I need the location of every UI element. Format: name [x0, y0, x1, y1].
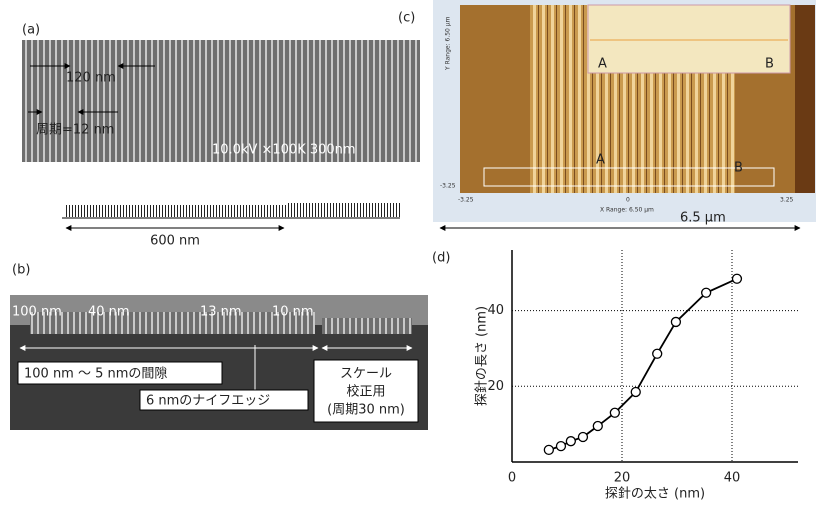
data-point — [565, 436, 576, 447]
afm-image — [460, 5, 530, 193]
inset-b: B — [765, 57, 774, 72]
data-point — [701, 287, 712, 298]
data-point — [731, 273, 743, 284]
period-label: 周期=12 nm — [36, 123, 114, 138]
inset-a: A — [598, 57, 607, 72]
marker-a: A — [596, 153, 605, 168]
data-point — [577, 431, 589, 443]
label-box — [17, 361, 223, 385]
y-axis-label: 探針の長さ (nm) — [475, 306, 490, 406]
scale-line: (周期30 nm) — [327, 403, 405, 418]
label-box — [139, 389, 309, 411]
data-point — [555, 440, 567, 452]
x-tick-label: 40 — [724, 471, 741, 486]
scan-box — [483, 167, 775, 187]
gap-range: 100 nm ～ 5 nmの間隙 — [24, 367, 167, 382]
data-point — [543, 444, 554, 456]
marker-b: B — [734, 161, 743, 176]
x-range: X Range: 6.50 µm — [600, 207, 654, 214]
ruler-ticks — [286, 203, 400, 217]
panel-label: (a) — [22, 23, 40, 38]
width-label: 120 nm — [66, 71, 116, 86]
data-point — [592, 420, 603, 432]
panel-label: (b) — [12, 263, 30, 278]
panel-label: (d) — [432, 251, 450, 266]
ruler-ticks — [64, 205, 286, 217]
x-tick-label: 0 — [508, 471, 516, 486]
label-box — [313, 359, 419, 423]
x-max: 3.25 — [780, 197, 794, 204]
gap-label: 13 nm — [200, 305, 242, 320]
data-point — [630, 386, 641, 398]
data-point — [652, 348, 663, 359]
scan-width: 6.5 µm — [680, 211, 726, 226]
x-axis-label: 探針の太さ (nm) — [605, 487, 705, 502]
y-tick-label: 40 — [487, 303, 504, 318]
ruler-label: 600 nm — [150, 234, 200, 249]
scale-line: スケール — [340, 367, 392, 382]
panel-label: (c) — [398, 11, 415, 26]
gap-label: 10 nm — [272, 305, 314, 320]
inset-profile — [587, 4, 791, 74]
y-min: -3.25 — [440, 183, 456, 190]
x-mid: 0 — [626, 197, 630, 204]
scale-structures — [322, 318, 412, 334]
colorbar — [795, 5, 815, 193]
x-min: -3.25 — [458, 197, 474, 204]
scale-line: 校正用 — [346, 384, 385, 400]
curve — [548, 277, 738, 451]
data-point — [609, 407, 620, 418]
x-tick-label: 20 — [614, 471, 631, 486]
gap-label: 100 nm — [12, 305, 62, 320]
y-range: Y Range: 6.50 µm — [445, 16, 452, 71]
gap-structures — [30, 312, 315, 334]
knife-edge: 6 nmのナイフエッジ — [146, 394, 270, 409]
y-tick-label: 20 — [487, 379, 504, 394]
data-point — [670, 316, 682, 328]
sem-info: 10.0kV ×100K 300nm — [212, 143, 356, 158]
sem-image — [22, 40, 420, 162]
gap-label: 40 nm — [88, 305, 130, 320]
